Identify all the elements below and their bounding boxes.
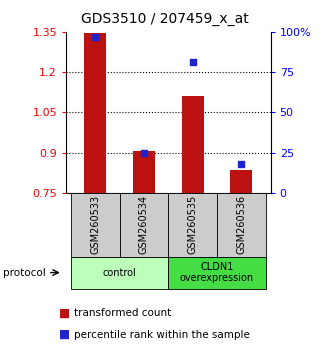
Bar bbox=[182, 96, 204, 193]
Bar bbox=[217, 193, 266, 257]
Text: protocol: protocol bbox=[3, 268, 46, 278]
Point bbox=[141, 150, 147, 155]
Text: percentile rank within the sample: percentile rank within the sample bbox=[74, 330, 250, 339]
Text: GSM260536: GSM260536 bbox=[236, 195, 247, 255]
Text: control: control bbox=[103, 268, 137, 278]
Text: GSM260534: GSM260534 bbox=[139, 195, 149, 255]
Bar bbox=[168, 257, 266, 289]
Text: CLDN1
overexpression: CLDN1 overexpression bbox=[180, 262, 254, 284]
Bar bbox=[168, 193, 217, 257]
Text: ■: ■ bbox=[59, 307, 71, 320]
Point bbox=[190, 59, 195, 65]
Bar bbox=[84, 33, 106, 193]
Bar bbox=[71, 257, 168, 289]
Bar bbox=[133, 151, 155, 193]
Point bbox=[93, 34, 98, 40]
Bar bbox=[119, 193, 168, 257]
Bar bbox=[71, 193, 119, 257]
Bar bbox=[230, 170, 252, 193]
Point bbox=[239, 161, 244, 167]
Text: ■: ■ bbox=[59, 328, 71, 341]
Text: GDS3510 / 207459_x_at: GDS3510 / 207459_x_at bbox=[81, 12, 249, 27]
Text: transformed count: transformed count bbox=[74, 308, 172, 318]
Text: GSM260533: GSM260533 bbox=[90, 195, 100, 255]
Text: GSM260535: GSM260535 bbox=[188, 195, 198, 255]
